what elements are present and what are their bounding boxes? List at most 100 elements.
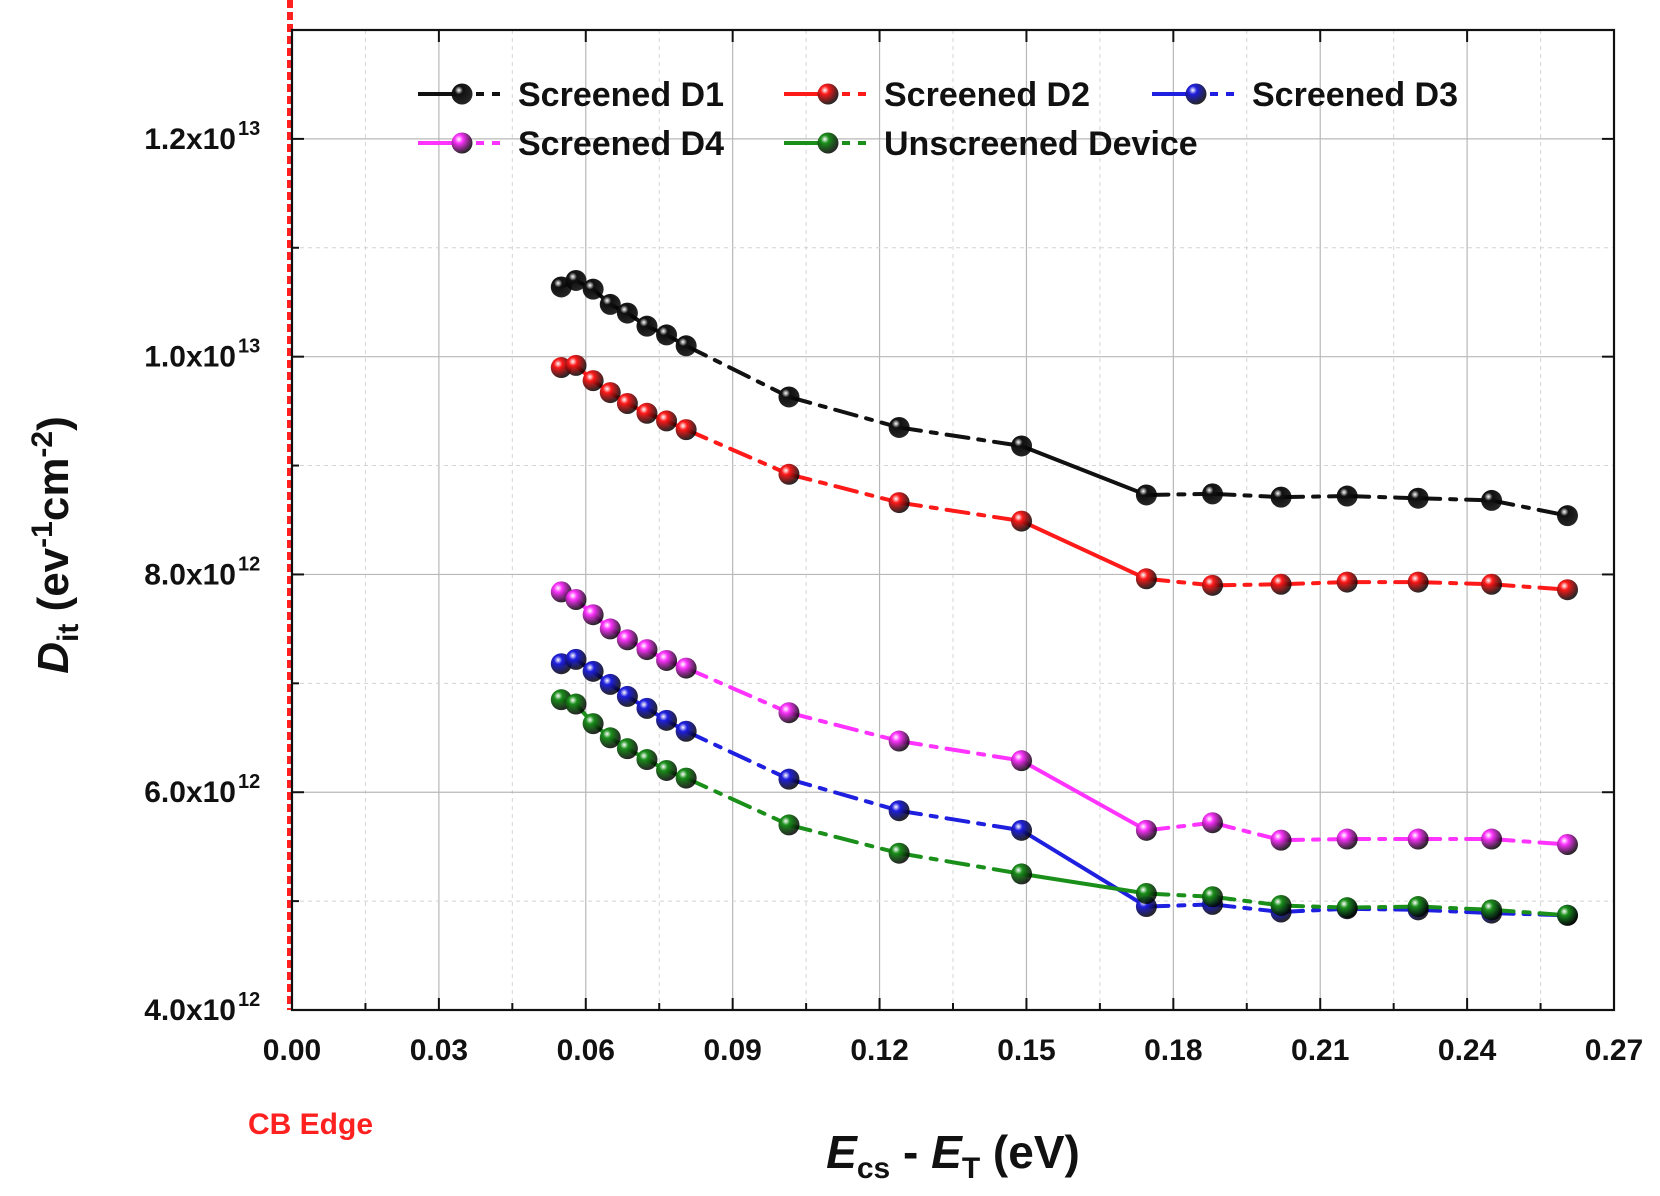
data-point (1202, 886, 1224, 908)
series-line-segment (1489, 498, 1570, 518)
series-line-segment (684, 427, 791, 477)
x-tick-label: 0.12 (850, 1034, 908, 1067)
y-axis-title: Dit (ev-1cm-2) (26, 416, 85, 674)
data-point (582, 713, 604, 735)
x-axis-title-part: cs (857, 1152, 890, 1185)
y-axis-title-group: Dit (ev-1cm-2) (26, 416, 85, 674)
y-tick-label: 8.0x10 (144, 558, 236, 591)
data-point (1135, 568, 1157, 590)
x-axis-title-part: E (826, 1126, 858, 1178)
y-axis-title-part: (ev (29, 547, 78, 623)
legend-entry: Screened D4 (418, 125, 724, 163)
data-point (1011, 510, 1033, 532)
data-point (1270, 829, 1292, 851)
series-line-segment (684, 343, 791, 399)
y-tick-exponent: 13 (238, 118, 260, 140)
y-axis-title-part: D (29, 642, 78, 674)
axis-ticks: 0.00 0.03 0.06 0.09 0.12 0.15 0.18 0.21 0.24 0.27… (144, 30, 1643, 1067)
data-point (675, 419, 697, 441)
legend-marker (817, 132, 839, 154)
x-axis-title-part: E (931, 1126, 963, 1178)
data-point (1202, 574, 1224, 596)
data-point (1202, 812, 1224, 834)
series-line-segment (897, 500, 1024, 524)
data-point (599, 382, 621, 404)
series-line-segment (1416, 580, 1494, 587)
grid (291, 30, 1615, 1011)
data-point (616, 302, 638, 324)
x-tick-label: 0.03 (410, 1034, 468, 1067)
data-point (599, 673, 621, 695)
data-point (656, 410, 678, 432)
data-point (656, 759, 678, 781)
data-point (1407, 896, 1429, 918)
series-line-segment (1416, 496, 1494, 503)
series-line-segment (897, 425, 1024, 448)
data-point (1011, 750, 1033, 772)
data-point (888, 492, 910, 514)
data-point (1011, 819, 1033, 841)
data-point (1556, 505, 1578, 527)
data-point (1407, 828, 1429, 850)
data-point (675, 767, 697, 789)
series-line-segment (1345, 494, 1421, 501)
series-line-segment (684, 729, 791, 782)
series-line-segment (1489, 582, 1570, 592)
x-tick-label: 0.24 (1438, 1034, 1497, 1067)
data-point (616, 629, 638, 651)
data-point (1135, 819, 1157, 841)
series-line-segment (1019, 828, 1149, 909)
data-point (1202, 483, 1224, 505)
data-point (778, 702, 800, 724)
data-point (565, 269, 587, 291)
data-point (565, 648, 587, 670)
y-tick-label: 1.0x10 (144, 341, 236, 374)
series-line-segment (1345, 904, 1421, 910)
data-point (656, 709, 678, 731)
legend-entry: Screened D1 (418, 76, 724, 114)
data-point (1011, 435, 1033, 457)
x-tick-label: 0.00 (263, 1034, 321, 1067)
series-line-segment (1489, 907, 1570, 918)
series-line-segment (897, 739, 1024, 763)
data-point (599, 618, 621, 640)
series-line-segment (1489, 837, 1570, 847)
y-axis-title-part: ) (29, 416, 78, 431)
data-point (616, 738, 638, 760)
y-tick-label: 1.2x10 (144, 123, 236, 156)
data-point (778, 768, 800, 790)
legend-label: Unscreened Device (884, 125, 1198, 163)
data-point (636, 402, 658, 424)
y-axis-title-part: -2 (26, 431, 59, 458)
legend-marker (1185, 83, 1207, 105)
data-point (565, 354, 587, 376)
data-point (1336, 897, 1358, 919)
y-tick-exponent: 12 (238, 989, 260, 1011)
data-point (888, 800, 910, 822)
legend-label: Screened D3 (1252, 76, 1458, 114)
y-axis-title-part: cm (29, 458, 78, 522)
x-axis-title-part: - (890, 1126, 931, 1178)
data-point (888, 730, 910, 752)
legend-label: Screened D1 (518, 76, 724, 114)
data-point (1336, 828, 1358, 850)
series-line-segment (1210, 491, 1284, 500)
series-line-segment (684, 666, 791, 715)
data-point (582, 278, 604, 300)
series-line-segment (1279, 494, 1350, 500)
data-point (636, 697, 658, 719)
x-axis-title-part: (eV) (980, 1126, 1080, 1178)
cb-edge-label: CB Edge (248, 1108, 373, 1141)
y-axis-title-part: it (52, 624, 85, 642)
data-point (636, 315, 658, 337)
data-point (1481, 489, 1503, 511)
data-point (1407, 487, 1429, 509)
series-line-segment (786, 710, 902, 744)
y-tick-exponent: 13 (238, 336, 260, 358)
series-line-segment (684, 776, 791, 827)
y-tick-label: 6.0x10 (144, 776, 236, 809)
series-points (550, 269, 1578, 926)
